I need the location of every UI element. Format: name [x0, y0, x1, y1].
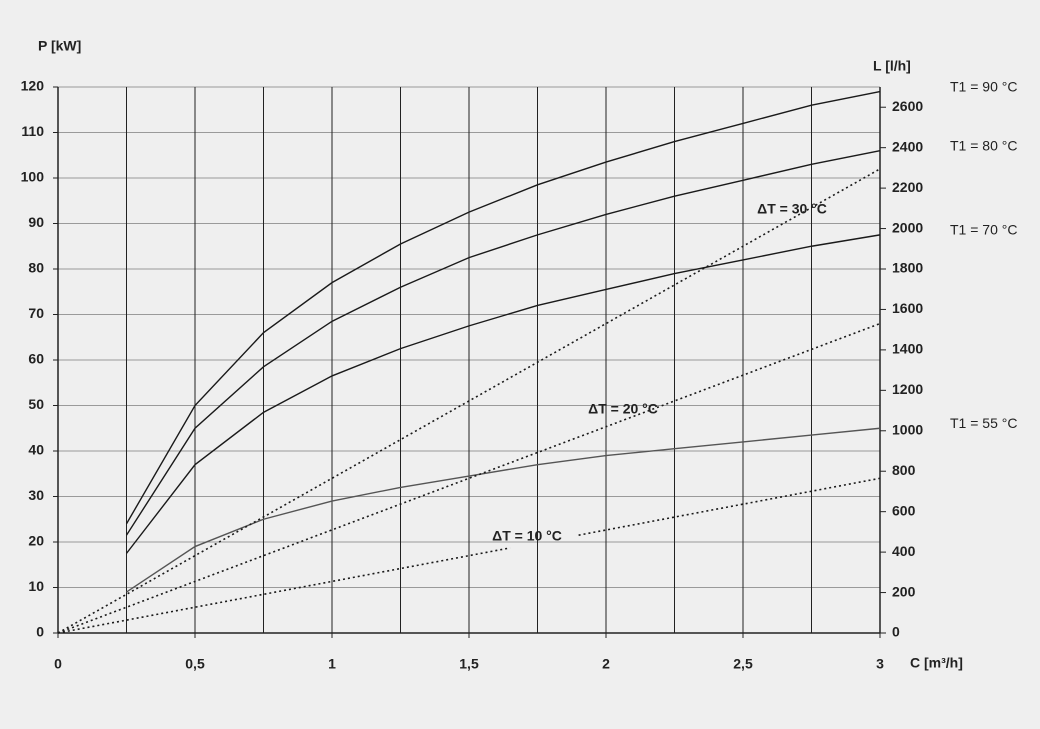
y2-tick-label: 2000: [892, 219, 923, 235]
y2-axis-label: L [l/h]: [873, 58, 911, 74]
y2-tick-label: 2600: [892, 98, 923, 114]
y2-tick-label: 0: [892, 624, 900, 640]
y2-tick-label: 1800: [892, 260, 923, 276]
y-tick-label: 30: [28, 487, 44, 503]
y-tick-label: 80: [28, 260, 44, 276]
x-tick-label: 1,5: [459, 656, 479, 672]
series-label: T1 = 80 °C: [950, 137, 1017, 153]
y-axis-label: P [kW]: [38, 38, 81, 54]
y2-tick-label: 2200: [892, 179, 923, 195]
y2-tick-label: 800: [892, 462, 916, 478]
curve: [125, 90, 881, 525]
delta-line: [57, 322, 881, 634]
x-tick-label: 0,5: [185, 656, 205, 672]
y2-tick-label: 200: [892, 583, 916, 599]
delta-label: ΔT = 20 °C: [588, 401, 658, 417]
series-label: T1 = 70 °C: [950, 222, 1017, 238]
y2-tick-label: 1200: [892, 381, 923, 397]
x-tick-label: 2: [602, 656, 610, 672]
x-tick-label: 1: [328, 656, 336, 672]
curve: [125, 150, 881, 536]
y-tick-label: 90: [28, 214, 44, 230]
y-tick-label: 40: [28, 442, 44, 458]
y-tick-label: 110: [21, 123, 44, 139]
y2-tick-label: 2400: [892, 138, 923, 154]
x-tick-label: 0: [54, 656, 62, 672]
x-tick-label: 3: [876, 656, 884, 672]
series-label: T1 = 55 °C: [950, 415, 1017, 431]
curve: [125, 234, 881, 554]
y-tick-label: 50: [28, 396, 44, 412]
delta-label: ΔT = 10 °C: [492, 528, 562, 544]
y-tick-label: 0: [36, 624, 44, 640]
delta-line: [57, 477, 881, 634]
y2-tick-label: 1400: [892, 341, 923, 357]
y-tick-label: 60: [28, 351, 44, 367]
y-tick-label: 20: [28, 533, 44, 549]
delta-line: [57, 168, 881, 634]
series-label: T1 = 90 °C: [950, 78, 1017, 94]
y-tick-label: 120: [21, 78, 45, 94]
y2-tick-label: 1000: [892, 421, 923, 437]
y-tick-label: 70: [28, 305, 44, 321]
delta-label: ΔT = 30 °C: [757, 201, 827, 217]
x-axis-label: C [m³/h]: [910, 655, 963, 671]
x-tick-label: 2,5: [733, 656, 753, 672]
y-tick-label: 100: [21, 169, 45, 185]
curve: [126, 427, 881, 593]
y2-tick-label: 600: [892, 502, 916, 518]
y2-tick-label: 1600: [892, 300, 923, 316]
y-tick-label: 10: [28, 578, 44, 594]
y2-tick-label: 400: [892, 543, 916, 559]
